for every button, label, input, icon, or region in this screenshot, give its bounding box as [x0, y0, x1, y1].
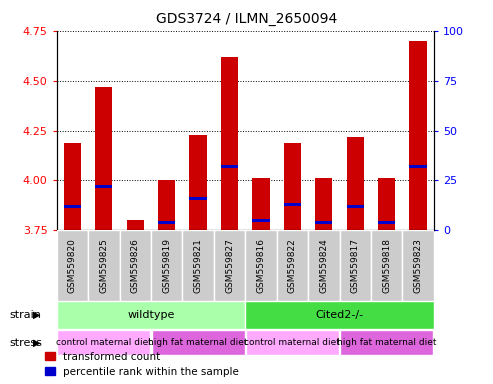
Bar	[95, 185, 112, 188]
Bar	[347, 137, 364, 230]
Text: GSM559827: GSM559827	[225, 238, 234, 293]
Bar	[158, 221, 176, 224]
Text: ▶: ▶	[33, 310, 41, 320]
Bar	[57, 301, 245, 329]
Bar	[189, 134, 207, 230]
Bar	[245, 230, 277, 301]
Text: control maternal diet: control maternal diet	[245, 338, 340, 348]
Text: GSM559825: GSM559825	[99, 238, 108, 293]
Bar	[284, 142, 301, 230]
Bar	[214, 230, 246, 301]
Text: GSM559823: GSM559823	[414, 238, 423, 293]
Bar	[158, 180, 176, 230]
Bar	[340, 331, 433, 355]
Bar	[371, 230, 402, 301]
Bar	[151, 230, 182, 301]
Bar	[221, 165, 238, 168]
Bar	[402, 230, 434, 301]
Bar	[378, 179, 395, 230]
Text: strain: strain	[10, 310, 42, 320]
Text: high fat maternal diet: high fat maternal diet	[337, 338, 436, 348]
Text: GSM559820: GSM559820	[68, 238, 77, 293]
Bar	[119, 230, 151, 301]
Bar	[182, 230, 214, 301]
Text: GSM559818: GSM559818	[382, 238, 391, 293]
Bar	[284, 203, 301, 206]
Bar	[340, 230, 371, 301]
Legend: transformed count, percentile rank within the sample: transformed count, percentile rank withi…	[45, 352, 239, 377]
Bar	[64, 205, 81, 208]
Bar	[315, 221, 332, 224]
Bar	[347, 205, 364, 208]
Bar	[152, 331, 245, 355]
Bar	[57, 331, 150, 355]
Text: GSM559819: GSM559819	[162, 238, 171, 293]
Bar	[378, 221, 395, 224]
Text: GSM559817: GSM559817	[351, 238, 360, 293]
Text: GSM559816: GSM559816	[256, 238, 266, 293]
Bar	[189, 197, 207, 200]
Text: GSM559822: GSM559822	[288, 238, 297, 293]
Bar	[57, 230, 88, 301]
Bar	[245, 301, 434, 329]
Text: ▶: ▶	[33, 338, 41, 348]
Text: GDS3724 / ILMN_2650094: GDS3724 / ILMN_2650094	[156, 12, 337, 25]
Bar	[410, 41, 427, 230]
Bar	[127, 231, 144, 234]
Bar	[95, 87, 112, 230]
Bar	[127, 220, 144, 230]
Text: Cited2-/-: Cited2-/-	[316, 310, 364, 320]
Text: wildtype: wildtype	[127, 310, 175, 320]
Bar	[315, 179, 332, 230]
Bar	[252, 218, 270, 222]
Bar	[277, 230, 308, 301]
Text: stress: stress	[10, 338, 43, 348]
Bar	[64, 142, 81, 230]
Bar	[88, 230, 119, 301]
Bar	[410, 165, 427, 168]
Text: GSM559821: GSM559821	[194, 238, 203, 293]
Bar	[308, 230, 340, 301]
Text: GSM559824: GSM559824	[319, 238, 328, 293]
Bar	[252, 179, 270, 230]
Text: high fat maternal diet: high fat maternal diet	[148, 338, 248, 348]
Text: control maternal diet: control maternal diet	[56, 338, 152, 348]
Bar	[246, 331, 339, 355]
Text: GSM559826: GSM559826	[131, 238, 140, 293]
Bar	[221, 57, 238, 230]
